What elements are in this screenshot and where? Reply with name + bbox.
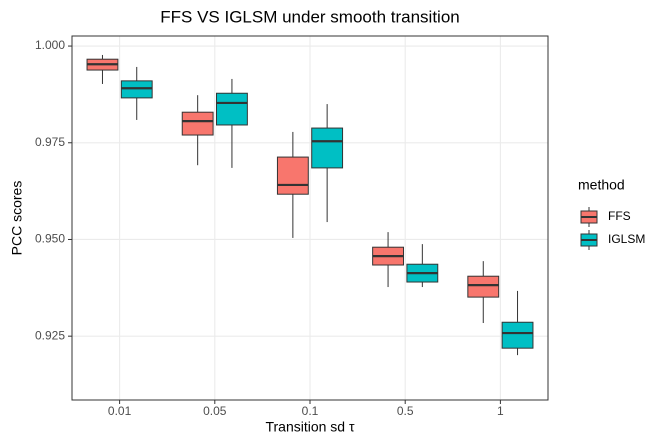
- y-tick-label: 0.950: [35, 232, 65, 246]
- x-axis-title: Transition sd τ: [265, 419, 355, 435]
- box: [311, 104, 344, 223]
- x-tick-label: 0.1: [302, 404, 319, 418]
- y-tick-label: 1.000: [35, 38, 65, 52]
- legend-title: method: [578, 177, 625, 193]
- box-body: [311, 127, 344, 169]
- box-body: [467, 275, 500, 298]
- box-body: [501, 321, 534, 349]
- y-tick-label: 0.975: [35, 135, 65, 149]
- legend-label: IGLSM: [608, 232, 645, 246]
- box: [406, 244, 439, 288]
- box-body: [120, 80, 153, 99]
- box-body: [276, 156, 309, 195]
- box: [467, 261, 500, 324]
- x-tick-label: 1: [497, 404, 504, 418]
- chart-title: FFS VS IGLSM under smooth transition: [160, 7, 460, 26]
- box-body: [216, 92, 248, 126]
- panel-border: [71, 35, 549, 401]
- box: [501, 290, 534, 356]
- legend-label: FFS: [608, 209, 631, 223]
- y-axis-title: PCC scores: [9, 181, 25, 256]
- box: [86, 54, 119, 84]
- box: [276, 131, 309, 238]
- x-tick-label: 0.5: [397, 404, 414, 418]
- box-body: [181, 111, 214, 136]
- box: [120, 66, 153, 120]
- box: [181, 95, 214, 166]
- box: [216, 78, 248, 168]
- box: [372, 232, 404, 288]
- y-tick-label: 0.925: [35, 328, 65, 342]
- x-tick-label: 0.01: [108, 404, 132, 418]
- x-tick-label: 0.05: [203, 404, 227, 418]
